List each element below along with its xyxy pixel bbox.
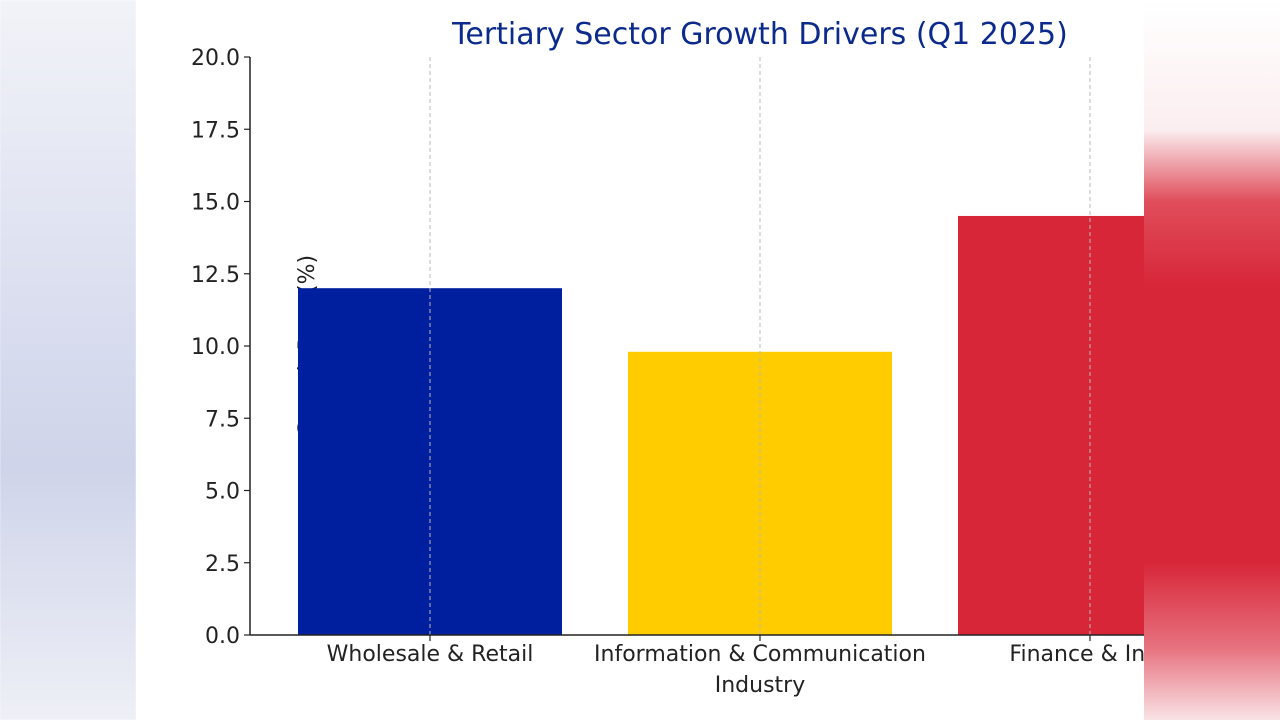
x-tick-label: Information & Communication [594,642,926,667]
y-tick-label: 20.0 [191,46,240,71]
y-tick-label: 17.5 [191,118,240,143]
x-tick-label: Industry [715,673,806,698]
axes-group: Wholesale & Retail Information & Communic… [191,46,1144,698]
chart-title: Tertiary Sector Growth Drivers (Q1 2025) [451,17,1068,52]
bar [958,215,1144,635]
background-right-blur [1144,0,1280,720]
background-left-blur [0,0,136,720]
y-tick-label: 2.5 [205,552,240,577]
y-tick-label: 12.5 [191,263,240,288]
chart-panel: Tertiary Sector Growth Drivers (Q1 2025)… [136,0,1144,720]
y-tick-label: 5.0 [205,480,240,505]
x-tick-label: Finance & Insu [1009,642,1144,667]
y-tick-label: 7.5 [205,407,240,432]
x-tick-label: Wholesale & Retail [327,642,534,667]
bars-group [298,215,1144,635]
y-tick-label: 10.0 [191,335,240,360]
y-tick-label: 15.0 [191,191,240,216]
y-tick-label: 0.0 [205,624,240,649]
grid-lines-group [429,57,1091,635]
bar-chart: Tertiary Sector Growth Drivers (Q1 2025)… [191,17,1144,698]
